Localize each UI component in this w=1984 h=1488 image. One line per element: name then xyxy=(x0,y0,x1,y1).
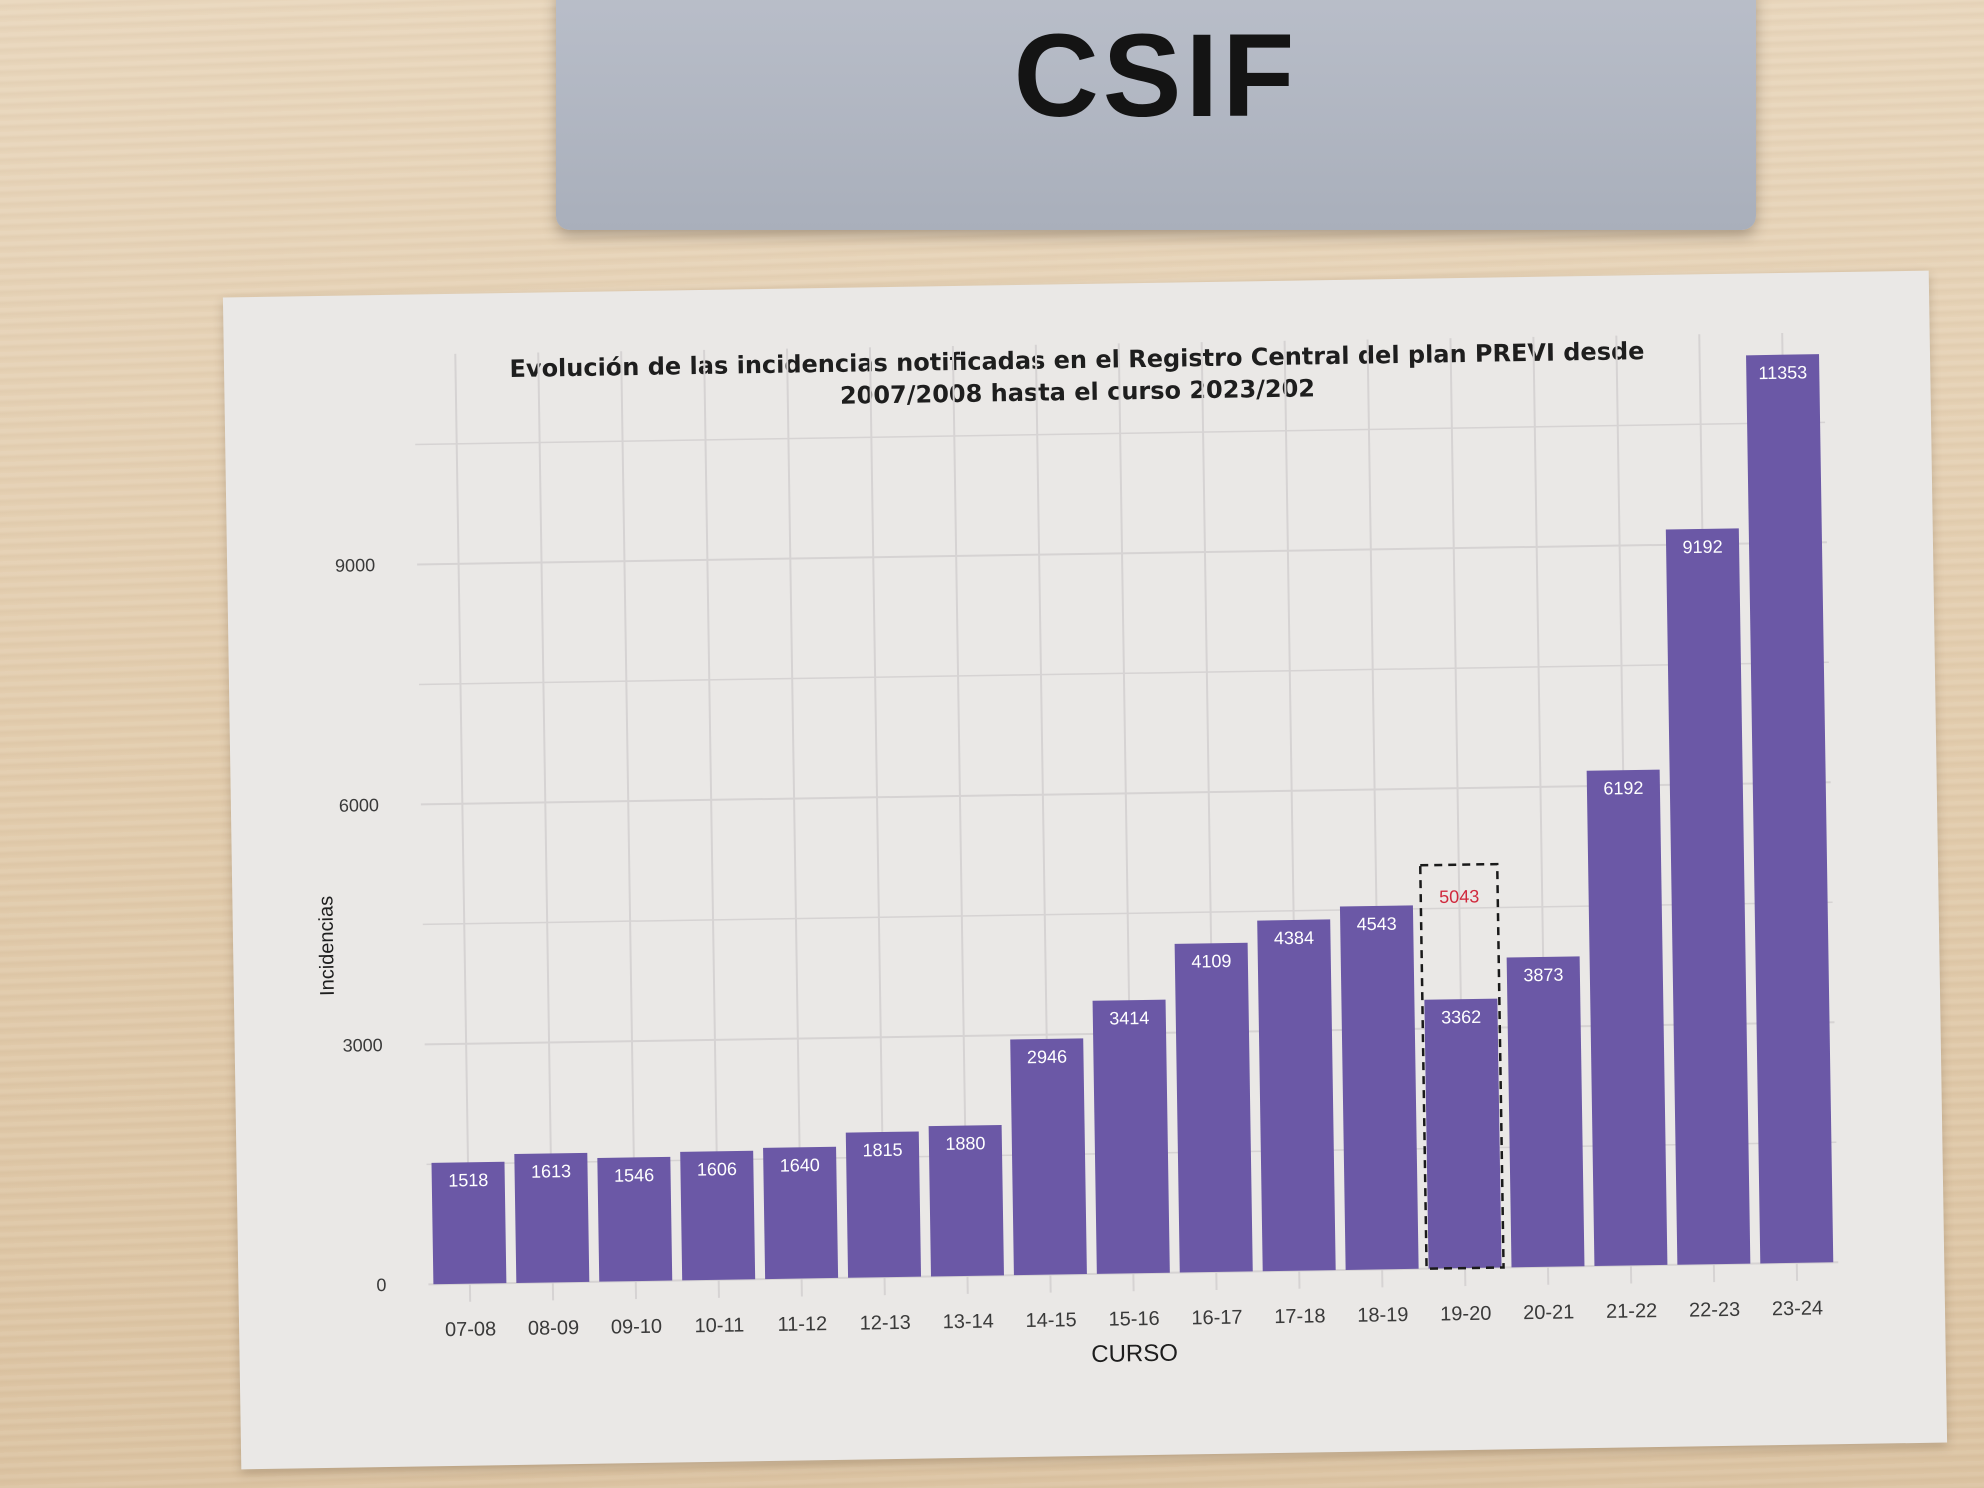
bar-07-08 xyxy=(431,1161,507,1285)
bar-20-21 xyxy=(1506,956,1585,1268)
bar-value-label: 1546 xyxy=(614,1165,654,1186)
bar-12-13 xyxy=(845,1131,922,1278)
sign-text: CSIF xyxy=(1013,10,1299,142)
bar-10-11 xyxy=(680,1150,756,1281)
bar-value-label: 6192 xyxy=(1603,778,1643,799)
y-tick-label: 0 xyxy=(376,1275,386,1295)
data-labels: 1518 1613 1546 1606 1640 1815 1880 2946 3414 4109… xyxy=(448,362,1807,1270)
bar-value-label: 1518 xyxy=(448,1170,488,1191)
bar-value-label: 3873 xyxy=(1523,965,1563,986)
bar-23-24 xyxy=(1746,354,1834,1264)
x-tick-label: 13-14 xyxy=(942,1310,993,1333)
bar-value-label: 4543 xyxy=(1357,914,1397,935)
x-tick-label: 18-19 xyxy=(1357,1304,1408,1327)
grid-line-vertical xyxy=(786,348,803,1297)
x-tick-label: 23-24 xyxy=(1772,1297,1823,1320)
x-tick-label: 22-23 xyxy=(1689,1299,1740,1322)
bar-value-label: 4109 xyxy=(1191,951,1231,972)
bar-11-12 xyxy=(763,1146,839,1280)
x-tick-label: 15-16 xyxy=(1108,1308,1159,1331)
bar-17-18 xyxy=(1257,919,1336,1272)
bar-13-14 xyxy=(928,1124,1004,1277)
y-axis: 0 3000 6000 9000 xyxy=(335,555,387,1295)
grid-line-vertical xyxy=(620,351,638,1300)
grid-line-vertical xyxy=(537,352,555,1301)
x-tick-label: 20-21 xyxy=(1523,1301,1574,1324)
bar-value-label: 1606 xyxy=(697,1159,737,1180)
bar-14-15 xyxy=(1010,1038,1087,1276)
y-tick-label: 3000 xyxy=(342,1035,382,1056)
y-axis-label: Incidencias xyxy=(315,896,339,996)
x-tick-label: 11-12 xyxy=(777,1313,827,1336)
bars xyxy=(431,354,1834,1285)
bar-value-label: 1815 xyxy=(862,1140,902,1161)
printed-chart-sheet: Evolución de las incidencias notificadas… xyxy=(222,270,1948,1470)
bar-value-label: 2946 xyxy=(1027,1047,1067,1068)
bar-16-17 xyxy=(1174,942,1253,1273)
x-tick-label: 19-20 xyxy=(1440,1303,1491,1326)
bar-value-label: 1613 xyxy=(531,1161,571,1182)
bar-08-09 xyxy=(514,1152,590,1283)
y-tick-label: 6000 xyxy=(339,795,379,816)
x-tick-label: 08-09 xyxy=(528,1317,579,1340)
grid-line-vertical xyxy=(703,349,720,1298)
x-tick-label: 21-22 xyxy=(1606,1300,1657,1323)
bar-09-10 xyxy=(597,1156,673,1282)
x-tick-label: 07-08 xyxy=(445,1318,496,1341)
bar-22-23 xyxy=(1665,528,1751,1265)
x-axis: 07-08 08-09 09-10 10-11 11-12 12-13 13-14 14-15… xyxy=(445,1297,1823,1341)
grid-line-vertical xyxy=(454,353,472,1302)
bar-value-label: 3414 xyxy=(1109,1008,1149,1029)
x-axis-label: CURSO xyxy=(1091,1340,1178,1368)
x-tick-label: 16-17 xyxy=(1191,1307,1242,1330)
bar-value-label: 1640 xyxy=(780,1155,820,1176)
bar-value-label: 9192 xyxy=(1682,537,1722,558)
x-tick-label: 14-15 xyxy=(1025,1309,1076,1332)
bar-value-label: 1880 xyxy=(945,1133,985,1154)
annotation-value-label: 5043 xyxy=(1439,886,1479,907)
x-tick-label: 09-10 xyxy=(611,1316,662,1339)
x-tick-label: 17-18 xyxy=(1274,1305,1325,1328)
bar-21-22 xyxy=(1586,769,1668,1267)
x-tick-label: 10-11 xyxy=(694,1314,744,1337)
bar-value-label: 4384 xyxy=(1274,928,1314,949)
bar-19-20 xyxy=(1424,998,1502,1269)
bar-value-label: 11353 xyxy=(1758,362,1807,383)
bar-chart: 1518 1613 1546 1606 1640 1815 1880 2946 3414 4109… xyxy=(315,332,1839,1368)
annotation-dashed-box xyxy=(1418,862,1505,1270)
bar-value-label: 3362 xyxy=(1441,1007,1481,1028)
csif-sign: CSIF xyxy=(556,0,1756,230)
bar-15-16 xyxy=(1092,999,1170,1274)
x-tick-label: 12-13 xyxy=(860,1312,911,1335)
bar-18-19 xyxy=(1339,905,1419,1270)
y-tick-label: 9000 xyxy=(335,555,375,576)
